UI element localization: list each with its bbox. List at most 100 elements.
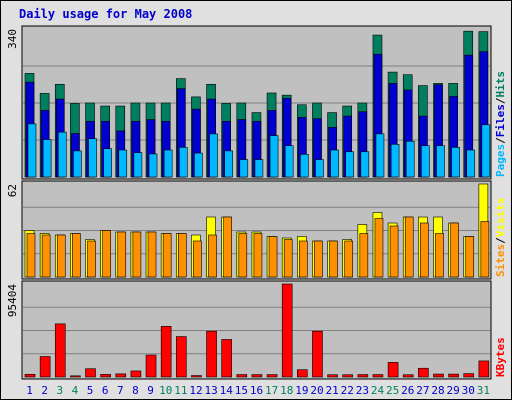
- sites-bar: [420, 222, 429, 278]
- pages-bar: [42, 139, 52, 178]
- x-tick-label: 18: [280, 384, 293, 397]
- pages-bar: [103, 148, 112, 178]
- sites-bar: [26, 233, 36, 278]
- kbytes-bar: [387, 362, 399, 378]
- kbytes-bar: [266, 374, 278, 378]
- pages-bar: [27, 123, 37, 178]
- x-tick-label: 6: [102, 384, 109, 397]
- pages-bar: [88, 138, 97, 178]
- kbytes-bar: [221, 339, 232, 378]
- pages-bar: [300, 154, 309, 178]
- pages-bar: [224, 150, 233, 178]
- chart-title: Daily usage for May 2008: [19, 7, 193, 21]
- x-tick-label: 22: [341, 384, 354, 397]
- pages-bar: [315, 159, 324, 178]
- sites-bar: [238, 233, 248, 278]
- pages-bar: [481, 124, 491, 178]
- sites-bar: [435, 233, 444, 278]
- x-tick-label: 19: [295, 384, 308, 397]
- x-tick-label: 17: [265, 384, 278, 397]
- pages-bar: [178, 147, 188, 178]
- sites-bar: [193, 240, 202, 278]
- kbytes-bar: [327, 374, 338, 378]
- pages-bar: [254, 159, 264, 178]
- pages-bar: [330, 149, 339, 178]
- kbytes-bar: [281, 283, 293, 378]
- axis-label-sites: Sites: [494, 244, 507, 277]
- visits-ymax-label: 62: [6, 184, 19, 197]
- kbytes-bar: [372, 374, 384, 378]
- axis-label-visits: Visits: [494, 198, 507, 238]
- kbytes-bar: [418, 367, 429, 378]
- x-tick-label: 15: [235, 384, 248, 397]
- pages-bar: [390, 144, 400, 178]
- pages-bar: [239, 159, 249, 178]
- axis-label-separator: /: [494, 237, 507, 244]
- sites-bar: [283, 239, 293, 278]
- pages-bar: [269, 135, 279, 178]
- pages-bar: [405, 141, 415, 178]
- kbytes-bar: [433, 373, 444, 378]
- kbytes-bar: [312, 330, 323, 378]
- x-tick-label: 30: [462, 384, 475, 397]
- pages-bar: [284, 145, 294, 178]
- kbytes-bar: [191, 375, 202, 378]
- x-tick-label: 31: [477, 384, 490, 397]
- pages-bar: [345, 151, 355, 178]
- sites-bar: [87, 240, 96, 278]
- kbytes-bar: [448, 373, 459, 378]
- pages-bar: [148, 153, 158, 178]
- sites-bar: [117, 231, 127, 278]
- kbytes-bar: [70, 375, 81, 378]
- sites-bar: [404, 216, 414, 278]
- kbytes-bar: [402, 374, 414, 378]
- x-tick-label: 20: [310, 384, 323, 397]
- sites-bar: [132, 231, 142, 278]
- pages-bar: [451, 147, 460, 178]
- x-tick-label: 10: [159, 384, 172, 397]
- pages-bar: [436, 145, 445, 178]
- sites-bar: [374, 218, 384, 278]
- x-tick-label: 13: [204, 384, 217, 397]
- pages-bar: [466, 149, 476, 178]
- x-tick-label: 7: [117, 384, 124, 397]
- kbytes-axis-label: KBytes: [494, 337, 507, 377]
- visits-panel: 62 Sites/Visits: [6, 180, 507, 280]
- hits-axis-label: Pages/Files/Hits: [494, 71, 507, 177]
- kbytes-bar: [357, 374, 369, 378]
- kbytes-bar: [85, 368, 96, 378]
- sites-bar: [314, 240, 323, 278]
- sites-bar: [389, 225, 399, 278]
- kbytes-bar: [463, 373, 475, 378]
- kbytes-bar: [251, 374, 263, 378]
- x-tick-label: 29: [447, 384, 460, 397]
- kbytes-bar: [160, 326, 172, 378]
- kbytes-bar: [24, 373, 36, 378]
- x-tick-label: 4: [72, 384, 79, 397]
- x-tick-label: 11: [174, 384, 187, 397]
- x-tick-label: 5: [87, 384, 94, 397]
- x-tick-label: 9: [147, 384, 154, 397]
- sites-bar: [329, 240, 338, 278]
- kbytes-bar: [145, 354, 157, 378]
- axis-label-files: Files: [494, 104, 507, 137]
- sites-bar: [162, 233, 172, 278]
- pages-bar: [375, 133, 385, 178]
- pages-bar: [421, 145, 430, 178]
- sites-bar: [450, 222, 459, 278]
- x-tick-label: 21: [326, 384, 339, 397]
- x-tick-label: 14: [220, 384, 234, 397]
- pages-bar: [133, 152, 143, 178]
- x-tick-label: 1: [26, 384, 33, 397]
- kbytes-ymax-label: 95404: [6, 284, 19, 317]
- axis-label-hits: Hits: [494, 71, 507, 98]
- x-tick-label: 25: [386, 384, 399, 397]
- pages-bar: [57, 131, 67, 178]
- axis-label-separator: /: [494, 97, 507, 104]
- x-tick-label: 23: [356, 384, 369, 397]
- sites-bar: [41, 234, 51, 278]
- pages-bar: [360, 151, 370, 178]
- pages-bar: [73, 150, 82, 178]
